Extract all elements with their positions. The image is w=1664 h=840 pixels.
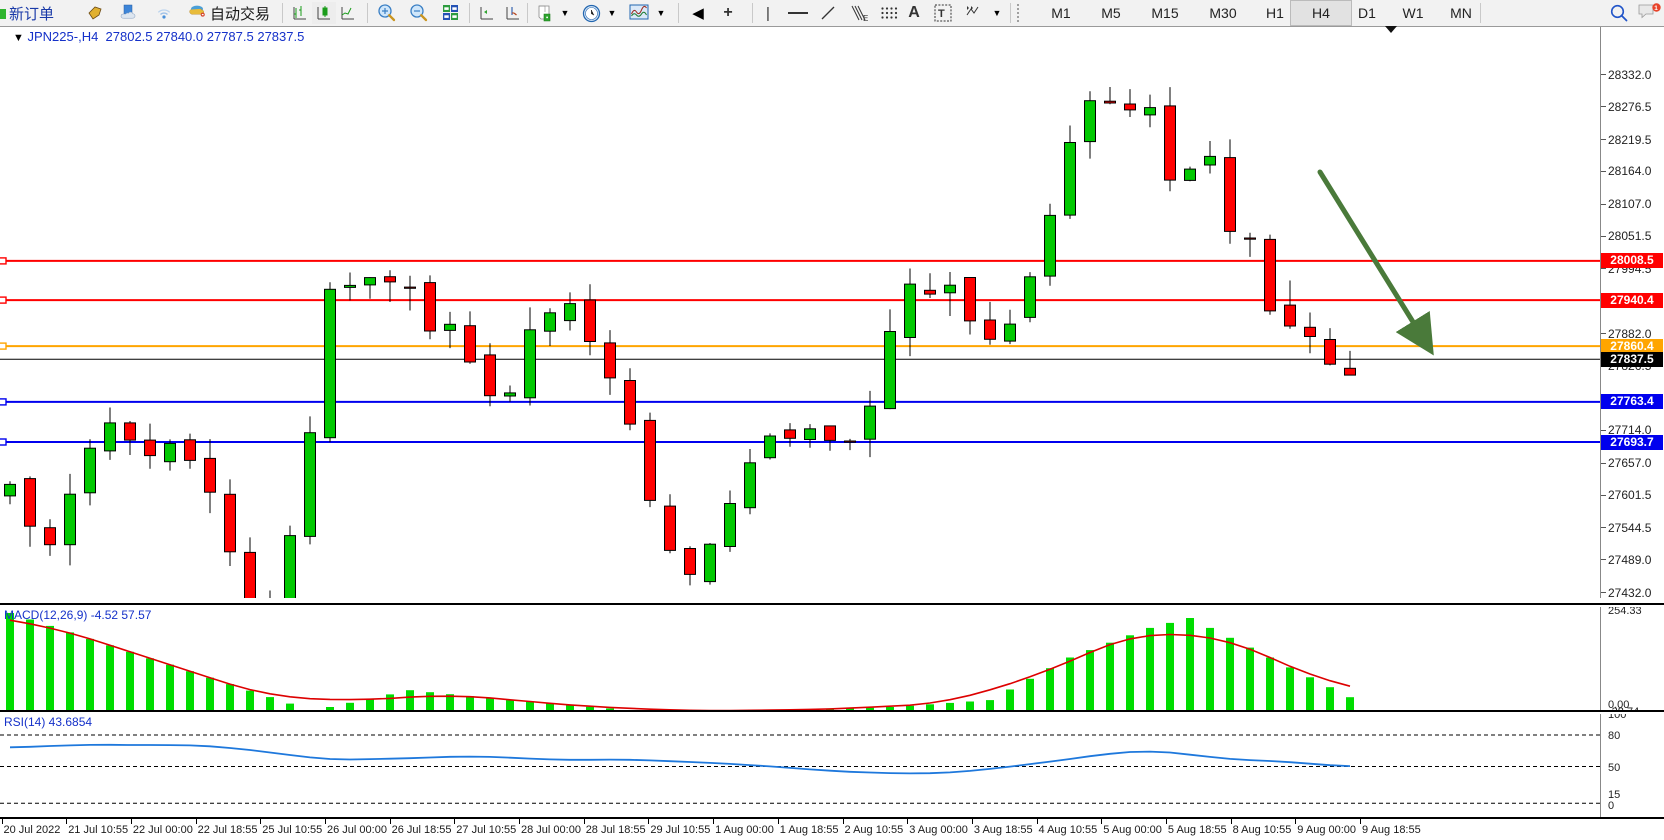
svg-text:1: 1 xyxy=(1654,5,1658,12)
svg-text:E: E xyxy=(863,14,868,22)
svg-text:T: T xyxy=(938,8,945,20)
